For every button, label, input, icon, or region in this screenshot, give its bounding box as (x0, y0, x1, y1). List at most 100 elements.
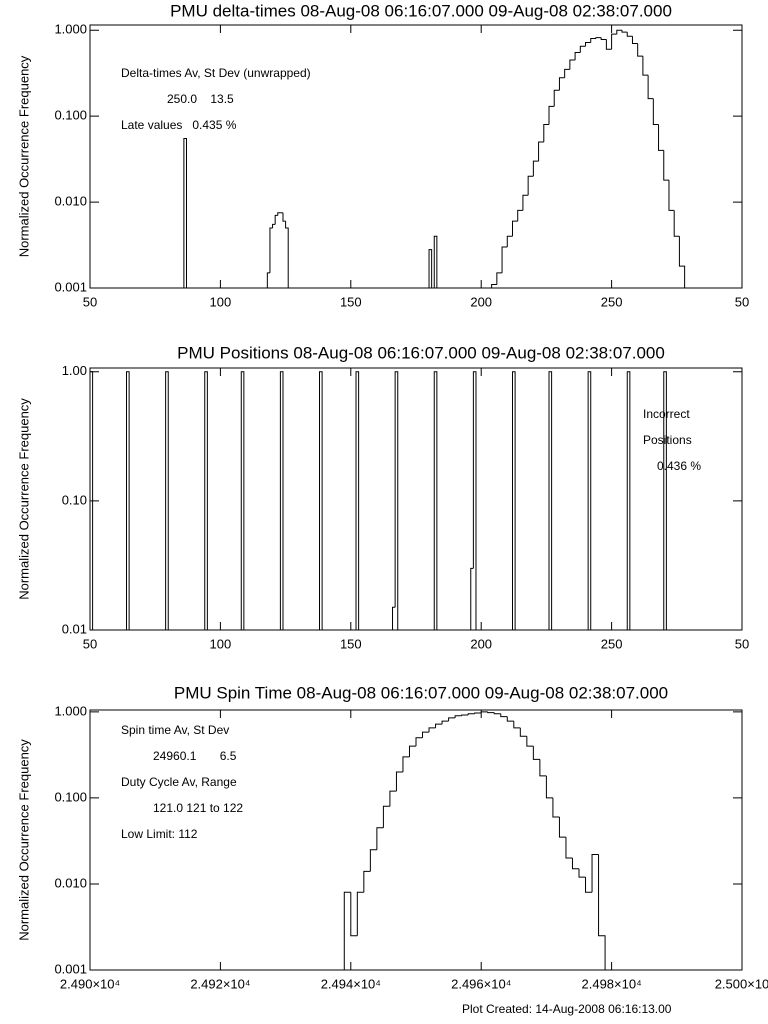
histogram-step (501, 246, 508, 273)
y-tick-label: 0.01 (62, 621, 87, 636)
histogram-step (678, 236, 686, 288)
histogram-step (496, 272, 503, 285)
histogram-step (600, 37, 607, 40)
y-tick-label: 0.100 (54, 108, 87, 123)
histogram-step (433, 371, 438, 630)
histogram-step (279, 371, 284, 630)
histogram-step (587, 371, 592, 630)
x-tick-label: 2.498×10⁴ (582, 976, 642, 991)
histogram-step (402, 756, 410, 772)
x-tick-label: 150 (340, 294, 362, 309)
histogram-step (319, 371, 323, 630)
histogram-step (590, 38, 596, 43)
y-tick-label: 1.00 (62, 363, 87, 378)
x-tick-label: 50 (83, 636, 97, 651)
annotation: Positions (643, 433, 692, 447)
histogram-step (282, 212, 286, 222)
histogram-step (369, 849, 377, 872)
histogram-step (565, 837, 573, 859)
histogram-step (355, 371, 360, 630)
histogram-step (579, 45, 586, 53)
histogram-step (642, 56, 649, 76)
y-tick-label: 0.001 (54, 279, 87, 294)
histogram-step (493, 712, 501, 715)
x-tick-label: 150 (340, 636, 362, 651)
histogram-step (519, 727, 527, 737)
plot-frame (89, 709, 743, 971)
histogram-step (513, 721, 521, 729)
histogram-step (389, 790, 397, 807)
histogram-step (506, 235, 513, 248)
histogram-step (269, 227, 273, 273)
histogram-step (356, 891, 364, 936)
histogram-step (382, 805, 390, 828)
histogram-step (591, 853, 599, 893)
histogram-step (605, 39, 612, 50)
histogram-step (454, 715, 462, 718)
histogram-step (637, 43, 643, 57)
histogram-step (527, 175, 534, 196)
y-tick-label: 0.100 (54, 789, 87, 804)
y-axis-label: Normalized Occurrence Frequency (16, 739, 31, 941)
x-tick-label: 100 (210, 636, 232, 651)
annotation: 24960.1 6.5 (153, 749, 237, 763)
x-tick-label: 50 (83, 294, 97, 309)
histogram-step (511, 220, 518, 237)
histogram-step (553, 89, 560, 107)
histogram-step (663, 150, 669, 181)
histogram-step (548, 105, 555, 125)
annotation: Spin time Av, St Dev (121, 723, 229, 737)
histogram-step (647, 75, 654, 100)
histogram-step (574, 52, 581, 61)
annotation: 250.0 13.5 (167, 92, 234, 106)
annotation: 121.0 121 to 122 (153, 801, 243, 815)
x-tick-label: 200 (470, 294, 492, 309)
histogram-step (204, 371, 208, 630)
histogram-step (392, 606, 396, 630)
histogram-step (435, 723, 443, 728)
histogram-step (500, 713, 508, 718)
histogram-step (240, 371, 245, 630)
annotation: Duty Cycle Av, Range (121, 775, 237, 789)
histogram-step (663, 371, 667, 630)
annotation: Low Limit: 112 (121, 827, 198, 841)
histogram-step (415, 737, 423, 747)
histogram-step (539, 759, 547, 777)
histogram-step (578, 868, 586, 878)
histogram-step (517, 209, 523, 222)
histogram-step (467, 713, 475, 715)
histogram-step (571, 858, 579, 870)
histogram-step (394, 371, 399, 630)
y-tick-label: 1.000 (54, 22, 87, 37)
chart-title: PMU Positions 08-Aug-08 06:16:07.000 09-… (177, 343, 665, 362)
histogram-step (491, 283, 497, 288)
histogram-step (363, 870, 371, 893)
histogram-step (585, 877, 593, 893)
histogram-step (548, 371, 553, 630)
histogram-step (626, 371, 631, 630)
x-tick-label: 2.494×10⁴ (321, 976, 381, 991)
histogram-step (272, 223, 276, 228)
histogram-step (564, 68, 570, 78)
y-axis-label: Normalized Occurrence Frequency (16, 55, 31, 257)
histogram-step (441, 720, 449, 725)
histogram-step (480, 711, 488, 713)
annotation: Delta-times Av, St Dev (unwrapped) (121, 66, 311, 80)
histogram-step (526, 736, 534, 747)
histogram-step (658, 124, 664, 151)
histogram-step (472, 371, 477, 630)
histogram-step (350, 892, 358, 937)
histogram-step (585, 41, 591, 47)
chart-title: PMU Spin Time 08-Aug-08 06:16:07.000 09-… (174, 683, 668, 702)
histogram-step (595, 37, 602, 39)
histogram-step (621, 30, 628, 33)
x-tick-label: 50 (735, 294, 749, 309)
histogram-step (631, 36, 638, 45)
histogram-step (673, 210, 680, 237)
histogram-step (183, 137, 187, 288)
histogram-step (598, 854, 606, 970)
histogram-step (343, 891, 351, 970)
histogram-step (487, 711, 495, 714)
